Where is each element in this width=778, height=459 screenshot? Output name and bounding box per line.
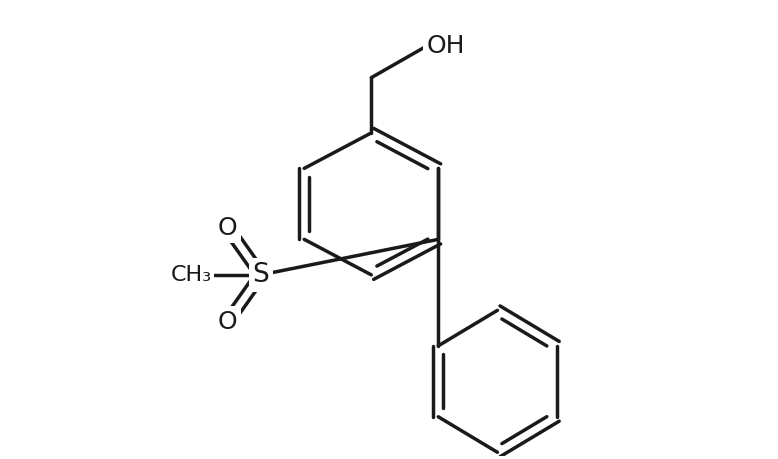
Text: CH₃: CH₃: [170, 265, 212, 285]
Text: O: O: [218, 216, 237, 240]
Text: O: O: [218, 310, 237, 334]
Text: S: S: [253, 262, 269, 288]
Text: OH: OH: [426, 34, 465, 58]
